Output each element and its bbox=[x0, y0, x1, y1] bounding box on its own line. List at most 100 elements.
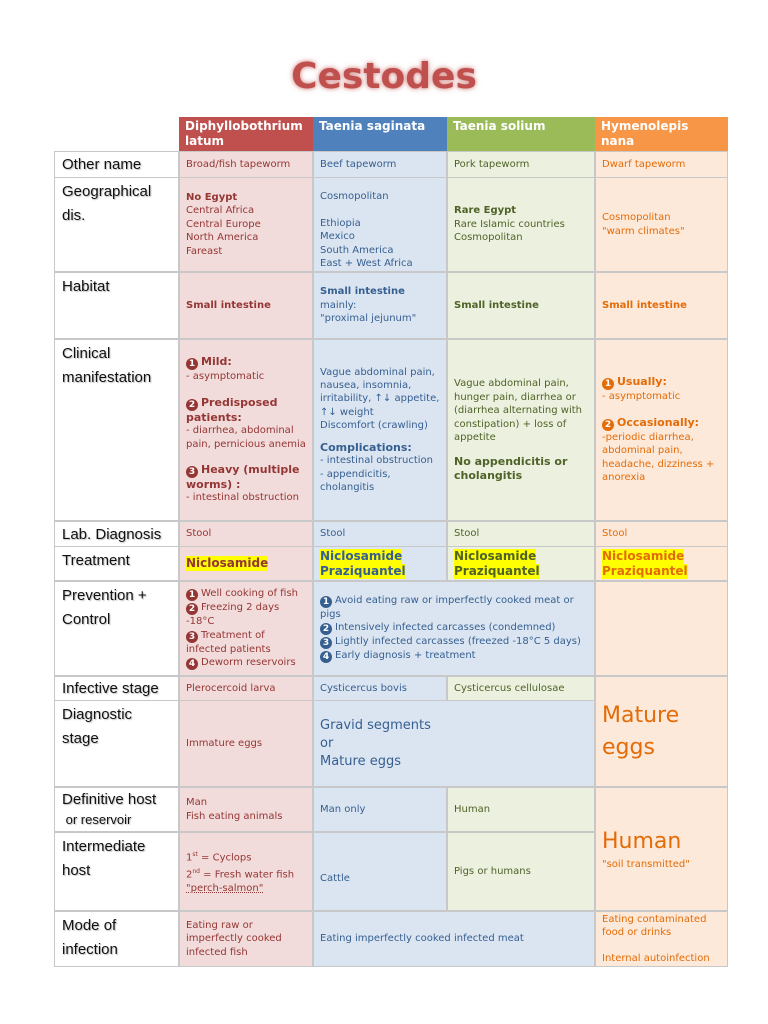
label-line: Definitive host bbox=[62, 791, 157, 808]
page-title: Cestodes bbox=[291, 56, 477, 97]
host-note: "perch-salmon" bbox=[186, 882, 264, 894]
geo-line: North America bbox=[186, 232, 259, 244]
row-label-clinical: Clinical manifestation bbox=[54, 339, 179, 521]
host-line: Man bbox=[186, 797, 208, 809]
clinical-head: Mild: bbox=[201, 355, 232, 369]
row-label-geographical: Geographical dis. bbox=[54, 177, 179, 272]
number-1-icon: 1 bbox=[186, 589, 198, 602]
geo-line: Rare Islamic countries bbox=[454, 218, 565, 230]
row-label-lab-diagnosis: Lab. Diagnosis bbox=[54, 521, 179, 547]
geo-line: Ethiopia bbox=[320, 217, 361, 229]
row-label-prevention: Prevention + Control bbox=[54, 581, 179, 676]
ordinal: 1 bbox=[186, 852, 193, 864]
number-2-icon: 2 bbox=[320, 623, 332, 636]
row-label-mode-of-infection: Mode of infection bbox=[54, 911, 179, 967]
host-text: Human bbox=[602, 829, 682, 855]
drug-niclosamide: Niclosamide bbox=[454, 548, 537, 564]
prevention-item: Avoid eating raw or imperfectly cooked m… bbox=[320, 594, 574, 620]
prevention-item: Well cooking of fish bbox=[201, 588, 299, 600]
column-header-diphyllobothrium: Diphyllobothrium latum bbox=[179, 117, 313, 151]
geo-line: Fareast bbox=[186, 245, 223, 257]
geo-line: "warm climates" bbox=[602, 225, 685, 237]
habitat-bold: Small intestine bbox=[320, 286, 405, 298]
clinical-bold-note: No appendicitis or cholangitis bbox=[454, 454, 568, 482]
row-label-other-name: Other name bbox=[54, 151, 179, 178]
cell-habitat-d-latum: Small intestine bbox=[179, 272, 313, 339]
cell-lab-d-latum: Stool bbox=[179, 521, 313, 547]
host-note: "soil transmitted" bbox=[602, 859, 690, 871]
cell-mode-d-latum: Eating raw or imperfectly cooked infecte… bbox=[179, 911, 313, 967]
habitat-line: mainly: bbox=[320, 299, 357, 311]
prevention-item: Early diagnosis + treatment bbox=[335, 650, 476, 662]
cell-clinical-t-saginata: Vague abdominal pain, nausea, insomnia, … bbox=[313, 339, 447, 521]
label-line: Mode of bbox=[62, 917, 117, 934]
clinical-head: Predisposed patients: bbox=[186, 395, 278, 424]
cell-infective-d-latum: Plerocercoid larva bbox=[179, 676, 313, 701]
cell-intermediate-d-latum: 1st = Cyclops 2nd = Fresh water fish "pe… bbox=[179, 832, 313, 911]
diagnostic-text: Mature eggs bbox=[320, 753, 401, 769]
cell-definitive-t-solium: Human bbox=[447, 787, 595, 832]
number-4-icon: 4 bbox=[320, 651, 332, 664]
cell-treatment-t-saginata: Niclosamide Praziquantel bbox=[313, 546, 447, 581]
geo-line: Cosmopolitan bbox=[454, 232, 523, 244]
cell-habitat-t-solium: Small intestine bbox=[447, 272, 595, 339]
mode-line: Internal autoinfection bbox=[602, 952, 710, 964]
drug-niclosamide: Niclosamide bbox=[186, 556, 269, 571]
label-line: or reservoir bbox=[62, 812, 132, 827]
label-line: host bbox=[62, 862, 91, 879]
drug-niclosamide: Niclosamide bbox=[320, 548, 403, 564]
clinical-text: Vague abdominal pain, nausea, insomnia, … bbox=[320, 366, 440, 418]
number-4-icon: 4 bbox=[186, 657, 198, 670]
mode-line: Eating contaminated food or drinks bbox=[602, 913, 707, 939]
prevention-item: Freezing 2 days -18°C bbox=[186, 602, 280, 628]
column-header-hymenolepis-nana: Hymenolepis nana bbox=[595, 117, 728, 151]
cell-clinical-d-latum: 1 Mild: - asymptomatic 2 Predisposed patie… bbox=[179, 339, 313, 521]
cell-lab-h-nana: Stool bbox=[595, 521, 728, 547]
label-line: infection bbox=[62, 941, 118, 958]
stage-text: Mature bbox=[602, 702, 680, 728]
cell-habitat-t-saginata: Small intestine mainly: "proximal jejunu… bbox=[313, 272, 447, 339]
host-line: = Fresh water fish bbox=[200, 869, 295, 881]
number-2-icon: 2 bbox=[186, 398, 198, 411]
cell-prevention-d-latum: 1 Well cooking of fish 2 Freezing 2 days -… bbox=[179, 581, 313, 676]
geo-line: East + West Africa bbox=[320, 258, 413, 270]
cell-other-name-t-solium: Pork tapeworm bbox=[447, 151, 595, 178]
number-2-icon: 2 bbox=[602, 418, 614, 431]
stage-text: eggs bbox=[602, 734, 655, 760]
number-2-icon: 2 bbox=[186, 603, 198, 616]
clinical-text: Vague abdominal pain, hunger pain, diarr… bbox=[454, 378, 582, 444]
cell-diagnostic-taenia: Gravid segments or Mature eggs bbox=[313, 700, 595, 787]
clinical-head: Usually: bbox=[617, 375, 667, 389]
geo-bold: Rare Egypt bbox=[454, 205, 517, 217]
clinical-text: Discomfort (crawling) bbox=[320, 420, 428, 432]
geo-line: Cosmopolitan bbox=[602, 212, 671, 224]
diagnostic-text: Gravid segments bbox=[320, 717, 431, 733]
cell-diagnostic-d-latum: Immature eggs bbox=[179, 700, 313, 787]
number-3-icon: 3 bbox=[186, 630, 198, 643]
cell-prevention-taenia: 1 Avoid eating raw or imperfectly cooked … bbox=[313, 581, 595, 676]
clinical-detail: - diarrhea, abdominal pain, pernicious a… bbox=[186, 425, 306, 450]
cell-other-name-d-latum: Broad/fish tapeworm bbox=[179, 151, 313, 178]
clinical-head: Heavy (multiple worms) : bbox=[186, 462, 300, 491]
drug-praziquantel: Praziquantel bbox=[454, 563, 540, 579]
prevention-item: Lightly infected carcasses (freezed -18°… bbox=[335, 636, 581, 648]
row-label-definitive-host: Definitive host or reservoir bbox=[54, 787, 179, 832]
label-line: Intermediate bbox=[62, 838, 146, 855]
row-label-diagnostic-stage: Diagnostic stage bbox=[54, 700, 179, 787]
cell-intermediate-t-solium: Pigs or humans bbox=[447, 832, 595, 911]
cell-geo-d-latum: No Egypt Central Africa Central Europe N… bbox=[179, 177, 313, 272]
cell-infective-t-saginata: Cysticercus bovis bbox=[313, 676, 447, 701]
cell-intermediate-t-saginata: Cattle bbox=[313, 832, 447, 911]
host-line: Fish eating animals bbox=[186, 810, 283, 822]
cell-prevention-h-nana bbox=[595, 581, 728, 676]
geo-line: Cosmopolitan bbox=[320, 191, 389, 203]
geo-line: Central Europe bbox=[186, 218, 261, 230]
host-line: = Cyclops bbox=[197, 852, 252, 864]
row-label-intermediate-host: Intermediate host bbox=[54, 832, 179, 911]
cell-geo-t-saginata: Cosmopolitan Ethiopia Mexico South Ameri… bbox=[313, 177, 447, 272]
ordinal-suffix: st bbox=[192, 851, 198, 859]
geo-bold: No Egypt bbox=[186, 191, 238, 203]
complication-item: - intestinal obstruction bbox=[320, 455, 434, 467]
ordinal: 2 bbox=[186, 869, 193, 881]
cell-treatment-d-latum: Niclosamide bbox=[179, 546, 313, 581]
